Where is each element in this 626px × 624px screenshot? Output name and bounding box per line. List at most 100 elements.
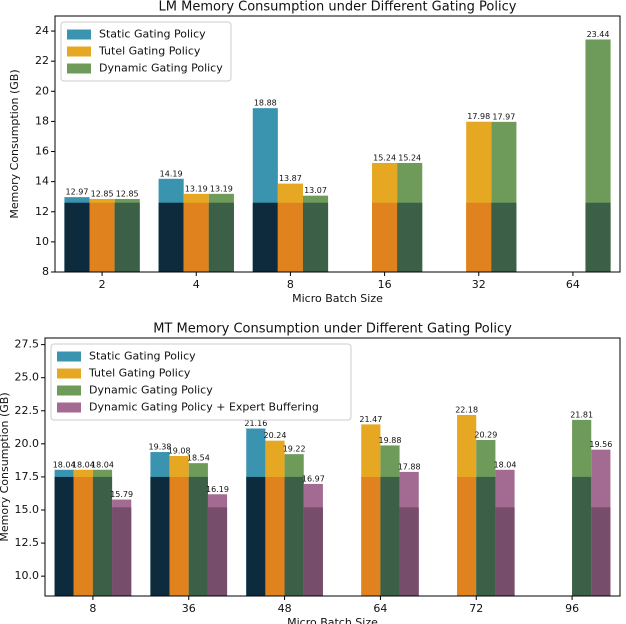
bar-base [457,476,477,596]
value-label: 17.98 [467,112,490,121]
bar-base [169,476,189,596]
legend-label: Tutel Gating Policy [88,367,191,380]
legend-swatch [57,402,81,413]
x-tick-label: 64 [566,278,580,291]
value-label: 20.29 [474,431,497,440]
bar-base [158,202,184,272]
legend-swatch [57,368,81,379]
value-label: 18.04 [494,460,517,469]
value-label: 21.81 [570,410,593,419]
value-label: 15.24 [398,153,421,162]
bar-base [397,202,423,272]
legend-label: Dynamic Gating Policy + Expert Buffering [89,401,319,414]
value-label: 20.24 [264,431,287,440]
value-label: 17.97 [492,112,515,121]
bar-base [92,476,113,596]
x-tick-label: 36 [182,602,196,615]
bar-base [361,476,381,596]
legend-swatch [67,46,91,57]
chart-title: MT Memory Consumption under Different Ga… [153,322,512,337]
bar-base [207,507,228,596]
bar-base [112,507,132,596]
value-label: 13.19 [185,184,208,193]
bar-base [284,476,304,596]
axes-frame [44,337,621,597]
bar-base [64,202,90,272]
bar-base [399,507,419,596]
value-label: 15.24 [373,153,396,162]
value-label: 16.97 [302,474,325,483]
value-label: 21.47 [359,415,382,424]
value-label: 19.38 [149,443,172,452]
value-label: 18.04 [72,460,95,469]
x-tick-label: 32 [472,278,486,291]
bar-base [183,202,209,272]
bar-base [114,202,140,272]
x-tick-label: 72 [469,602,483,615]
value-label: 18.04 [91,460,114,469]
x-tick-label: 2 [99,278,106,291]
bar-base [380,476,400,596]
x-tick-label: 48 [278,602,292,615]
bar-base [572,476,592,596]
y-tick-label: 14 [35,175,49,188]
legend-swatch [67,63,91,74]
bar-base [54,476,74,596]
x-tick-label: 8 [89,602,96,615]
bar-base [591,507,611,596]
value-label: 14.19 [160,169,183,178]
value-label: 23.44 [587,30,610,39]
legend-label: Tutel Gating Policy [98,45,201,58]
y-tick-label: 20.0 [15,437,40,450]
x-tick-label: 96 [565,602,579,615]
bar-base [265,476,285,596]
y-tick-label: 10 [35,235,49,248]
y-tick-label: 12.5 [15,536,40,549]
value-label: 17.88 [398,462,421,471]
value-label: 15.79 [110,490,133,499]
value-label: 19.08 [168,447,191,456]
legend-label: Dynamic Gating Policy [99,62,223,75]
x-tick-label: 64 [373,602,387,615]
y-tick-label: 15.0 [15,503,40,516]
legend-box [60,21,232,82]
value-label: 12.85 [91,189,114,198]
bar-base [188,476,208,596]
value-label: 18.88 [254,99,277,108]
bar-base [208,202,234,272]
value-label: 18.04 [53,460,76,469]
value-label: 13.07 [304,186,327,195]
bar-base [277,202,303,272]
legend-box [50,343,352,421]
value-label: 19.56 [589,440,612,449]
value-label: 18.54 [187,454,210,463]
y-tick-label: 22 [35,54,49,67]
value-label: 13.87 [279,174,302,183]
bar-base [372,202,398,272]
value-label: 12.85 [116,189,139,198]
value-label: 19.88 [379,436,402,445]
value-label: 16.19 [206,485,229,494]
legend-swatch [67,29,91,40]
y-tick-label: 8 [42,265,49,278]
value-label: 19.22 [283,445,306,454]
y-tick-label: 10.0 [15,569,40,582]
axes-frame [54,15,621,273]
x-tick-label: 16 [378,278,392,291]
bar-base [491,202,517,272]
legend-swatch [57,351,81,362]
y-axis-label: Memory Consumption (GB) [8,69,21,218]
y-tick-label: 18 [35,114,49,127]
bar-base [476,476,496,596]
y-tick-label: 20 [35,84,49,97]
value-label: 21.16 [244,419,267,428]
y-tick-label: 17.5 [15,470,40,483]
legend-label: Dynamic Gating Policy [89,384,213,397]
value-label: 22.18 [455,406,478,415]
bar-base [150,476,170,596]
y-tick-label: 12 [35,205,49,218]
y-tick-label: 24 [35,24,49,37]
bar-base [89,202,115,272]
legend-label: Static Gating Policy [89,350,196,363]
